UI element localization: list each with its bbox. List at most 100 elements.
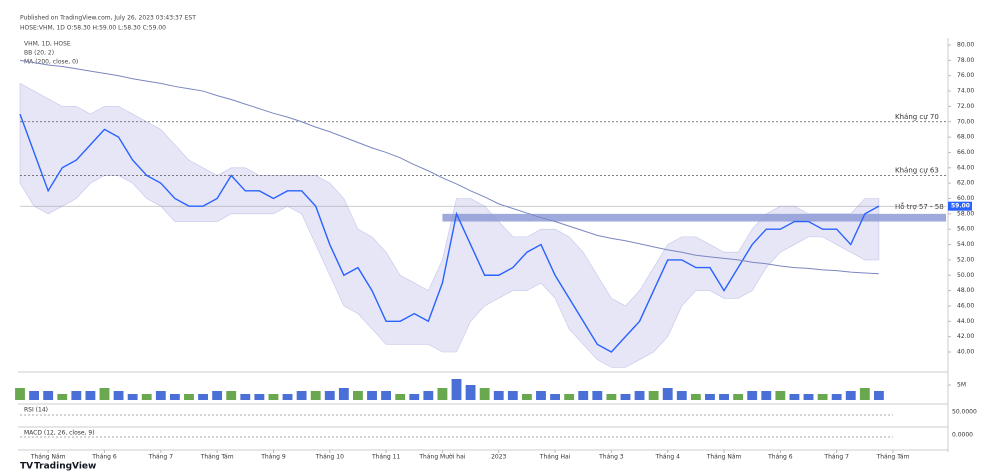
ma-label: MA (200, close, 0) [24,59,78,66]
volume-bar [817,394,828,400]
y-tick-label: 68.00 [957,134,974,141]
volume-bar [719,394,729,400]
volume-bar [296,391,307,400]
volume-bar [705,394,715,400]
volume-bar [648,391,659,400]
volume-bar [353,391,363,400]
volume-bar [113,391,124,400]
ohlc: HOSE:VHM, 1D O:58.30 H:59.00 L:58.30 C:5… [20,25,166,32]
volume-bar [338,388,349,400]
volume-bar [536,391,546,400]
x-tick-label: Tháng Năm [706,454,742,461]
x-tick-label: Tháng 7 [823,454,849,461]
volume-bar [141,394,152,400]
volume-bar [212,391,223,400]
volume-bar [606,394,617,400]
volume-bar [859,388,870,400]
volume-bar [521,394,532,400]
volume-bar [99,388,110,400]
volume-bar [282,394,293,400]
volume-bar [85,391,96,400]
resistance-label: Kháng cự 70 [895,113,939,121]
volume-bar [381,391,392,400]
published: Published on TradingView.com, July 26, 2… [20,15,196,22]
y-tick-label: 44.00 [957,318,974,325]
symbol: VHM, 1D, HOSE [24,41,71,48]
volume-bar [57,394,68,400]
volume-bar [29,391,40,400]
volume-bar [423,391,434,400]
volume-bar [465,385,476,400]
volume-bar [634,391,645,400]
macd-label: MACD (12, 26, close, 9) [24,430,95,437]
x-tick-label: Tháng Năm [30,454,66,461]
volume-bar [155,391,166,400]
x-tick-label: Tháng 7 [148,454,174,461]
y-tick-label: 52.00 [957,256,974,263]
moving-average [19,59,879,275]
volume-bar [845,391,856,400]
volume-bar [437,388,448,400]
volume-bar [479,388,490,400]
x-tick-label: Tháng 10 [315,454,344,461]
x-tick-label: 2023 [491,454,506,461]
y-tick-label: 66.00 [957,149,974,156]
support-zone [442,213,946,222]
volume-bar [803,394,814,400]
y-tick-label: 60.00 [957,195,974,202]
y-tick-label: 40.00 [957,349,974,356]
volume-bar [507,391,518,400]
x-tick-label: Tháng Tám [876,454,910,461]
volume-bar [240,394,251,400]
y-tick-label: 58.00 [957,210,974,217]
price-line [19,113,880,353]
volume-bar [409,394,420,400]
volume-bar [873,391,884,400]
volume-bar [550,394,560,400]
volume-bar [15,388,25,400]
rsi-tick: 50.0000 [952,409,977,416]
x-tick-label: Tháng 6 [91,454,117,461]
volume-bar [662,388,673,400]
volume-bar [310,391,321,400]
volume-bar [775,391,786,400]
bollinger-band [19,82,880,368]
x-tick-label: Tháng 6 [767,454,793,461]
volume-bar [127,394,138,400]
last-price-box [948,201,972,211]
volume-bar [733,394,744,400]
volume-bar [169,394,180,400]
volume-bar [324,391,335,400]
volume-bar [395,394,406,400]
volume-bar [43,391,54,400]
bb-label: BB (20, 2) [24,50,54,57]
y-tick-label: 76.00 [957,72,974,79]
volume-bar [367,391,377,400]
footer-logo: TV [20,462,33,472]
y-tick-label: 64.00 [957,164,974,171]
y-tick-label: 42.00 [957,333,974,340]
volume-bar [620,394,631,400]
last-price-label: 59.00 [951,203,970,210]
x-tick-label: Tháng Hai [539,454,571,461]
volume-bar [676,391,687,400]
macd-tick: 0.0000 [952,432,973,439]
volume-tick-label: 5M [957,382,966,389]
x-tick-label: Tháng 4 [654,454,680,461]
x-tick-label: Tháng 9 [260,454,286,461]
volume-bar [493,391,504,400]
x-tick-label: Tháng Tám [200,454,234,461]
volume-bar [761,391,772,400]
y-tick-label: 50.00 [957,272,974,279]
y-tick-label: 74.00 [957,88,974,95]
resistance-label: Kháng cự 63 [895,166,939,174]
volume-bar [198,394,208,400]
volume-bar [831,394,842,400]
volume-bar [578,391,589,400]
footer-brand: TradingView [34,462,96,472]
volume-bar [690,394,701,400]
x-tick-label: Tháng 3 [598,454,624,461]
volume-bar [184,394,194,400]
y-tick-label: 78.00 [957,57,974,64]
